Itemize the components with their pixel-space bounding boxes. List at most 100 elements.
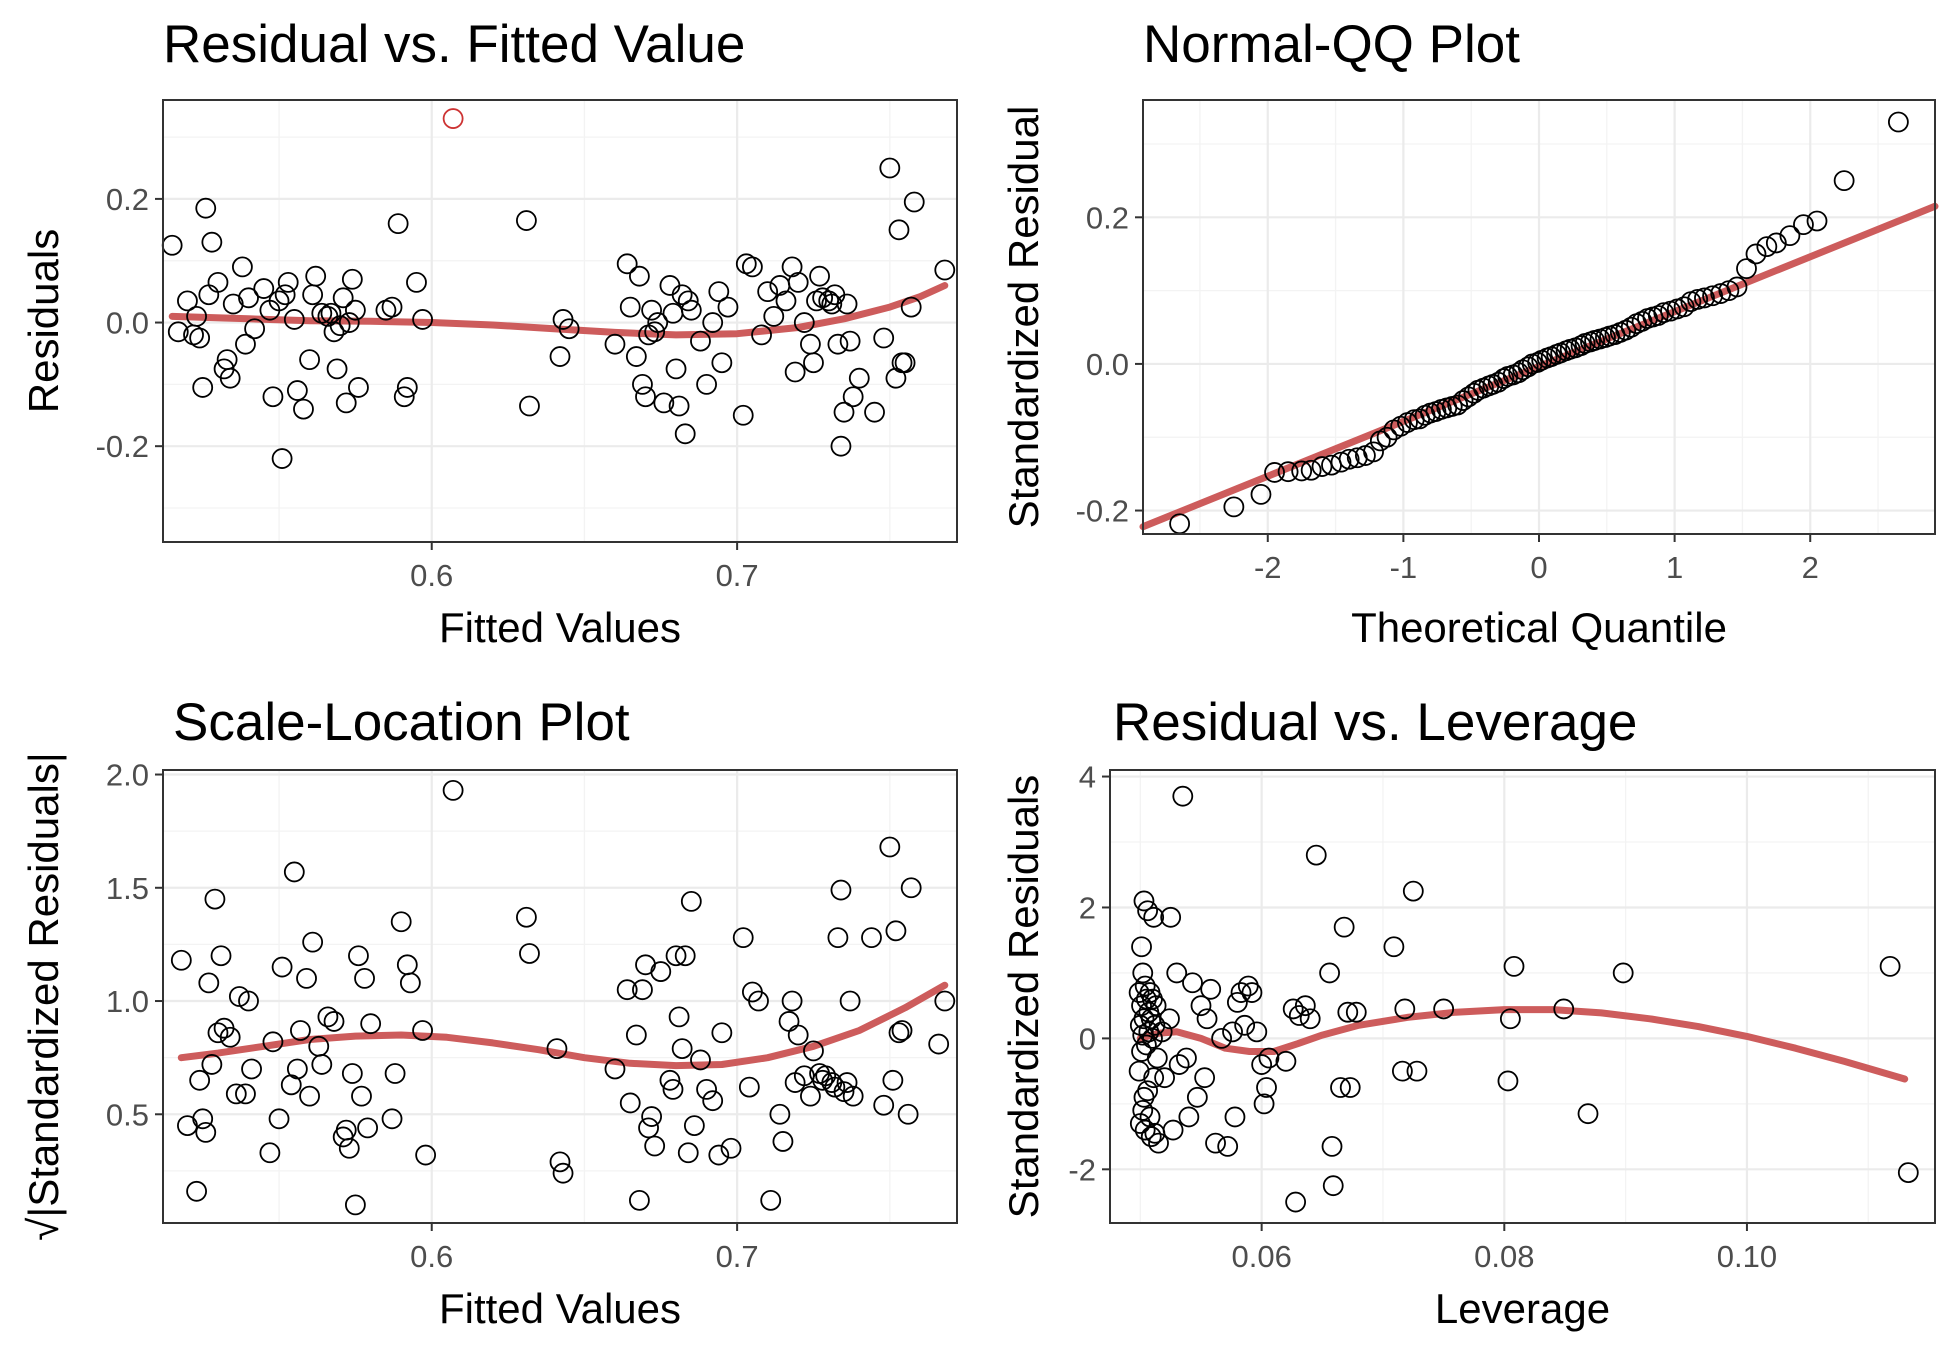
data-point <box>1879 955 1901 977</box>
data-point <box>1447 394 1469 416</box>
data-point <box>195 197 217 219</box>
y-axis-title: Standardized Residuals <box>1000 775 1047 1219</box>
data-point <box>399 972 421 994</box>
data-point <box>711 1022 733 1044</box>
data-point <box>198 972 220 994</box>
y-tick-label: 0 <box>1079 1021 1096 1056</box>
data-point <box>619 296 641 318</box>
data-point <box>1166 962 1188 984</box>
data-point <box>1736 258 1757 280</box>
data-point <box>1337 1001 1359 1023</box>
data-point <box>381 1108 403 1130</box>
smooth-line-layer <box>177 981 949 1070</box>
data-point <box>268 290 290 312</box>
data-point <box>690 330 711 352</box>
data-point <box>1653 302 1675 324</box>
data-point <box>219 1026 241 1048</box>
data-point <box>1406 1060 1428 1082</box>
data-point <box>760 1189 782 1211</box>
data-point <box>283 309 305 330</box>
data-point <box>1553 998 1575 1020</box>
data-point <box>696 1078 717 1100</box>
data-point <box>1620 316 1642 338</box>
data-point <box>784 361 806 383</box>
data-point <box>833 1081 855 1103</box>
points-layer <box>1128 785 1919 1213</box>
data-point <box>668 395 690 417</box>
data-point <box>1217 1136 1239 1157</box>
data-point <box>1182 972 1203 994</box>
data-point <box>903 191 925 213</box>
y-tick-label: 0.0 <box>106 306 149 341</box>
data-point <box>680 299 702 321</box>
data-point <box>406 271 427 293</box>
x-tick-label: 0.08 <box>1474 1239 1534 1274</box>
data-point <box>1234 1014 1256 1036</box>
data-point <box>201 231 223 253</box>
data-point <box>198 284 220 306</box>
data-point <box>839 330 861 352</box>
loess-smooth-line <box>168 282 949 339</box>
data-point <box>228 986 250 1007</box>
data-point <box>192 1108 214 1130</box>
data-point <box>1143 1067 1165 1089</box>
data-point <box>864 401 885 423</box>
data-point <box>1345 1001 1367 1023</box>
x-axis-title: Theoretical Quantile <box>1351 604 1727 651</box>
data-point <box>696 373 717 395</box>
data-point <box>189 1069 211 1091</box>
data-point <box>659 1069 681 1091</box>
data-point <box>934 990 956 1012</box>
data-point <box>665 945 687 967</box>
points-layer <box>1169 111 1909 535</box>
qq-reference-line <box>1139 202 1939 531</box>
data-point <box>848 367 870 389</box>
data-point <box>641 299 663 321</box>
data-point <box>286 1058 308 1080</box>
scale-location-panel: 0.6 0.7 0.5 1.0 1.5 2.0 Scale-Location Plot F… <box>20 693 958 1332</box>
data-point <box>1363 441 1384 463</box>
data-point <box>720 1137 742 1159</box>
data-point <box>897 1103 919 1125</box>
data-point <box>1223 496 1245 518</box>
data-point <box>1793 214 1814 236</box>
data-point <box>842 386 864 408</box>
data-point <box>632 373 653 395</box>
data-point <box>338 312 360 333</box>
data-point <box>207 271 229 293</box>
data-point <box>632 979 653 1001</box>
data-point <box>644 321 666 343</box>
data-point <box>271 448 293 469</box>
y-tick-label: 0.2 <box>1086 200 1129 235</box>
data-point <box>186 305 207 327</box>
data-point <box>341 1063 363 1084</box>
data-point <box>1264 462 1285 483</box>
data-point <box>225 1083 247 1105</box>
data-point <box>1288 1005 1310 1026</box>
data-point <box>238 990 259 1012</box>
y-axis-title: √|Standardized Residuals| <box>20 752 67 1240</box>
data-point <box>259 1142 281 1164</box>
data-point <box>824 1076 846 1098</box>
data-point <box>1299 1008 1321 1030</box>
data-point <box>412 309 433 330</box>
data-point <box>1194 1067 1216 1089</box>
data-point <box>1230 982 1252 1003</box>
data-point <box>934 259 956 281</box>
data-point <box>839 990 861 1012</box>
data-point <box>1694 287 1715 309</box>
smooth-line-layer <box>168 282 949 339</box>
y-tick-label: -2 <box>1068 1152 1096 1187</box>
data-point <box>671 284 693 306</box>
y-tick-label: 0.0 <box>1086 347 1129 382</box>
x-axis-title: Leverage <box>1435 1285 1610 1332</box>
data-point <box>552 1162 574 1184</box>
gridlines <box>1143 100 1935 534</box>
data-point <box>629 265 650 287</box>
data-point <box>195 1122 217 1143</box>
data-point <box>1833 170 1855 192</box>
data-point <box>329 315 351 337</box>
data-point <box>219 367 241 389</box>
data-point <box>616 979 638 1001</box>
x-tick-label: 0.7 <box>716 1239 759 1274</box>
